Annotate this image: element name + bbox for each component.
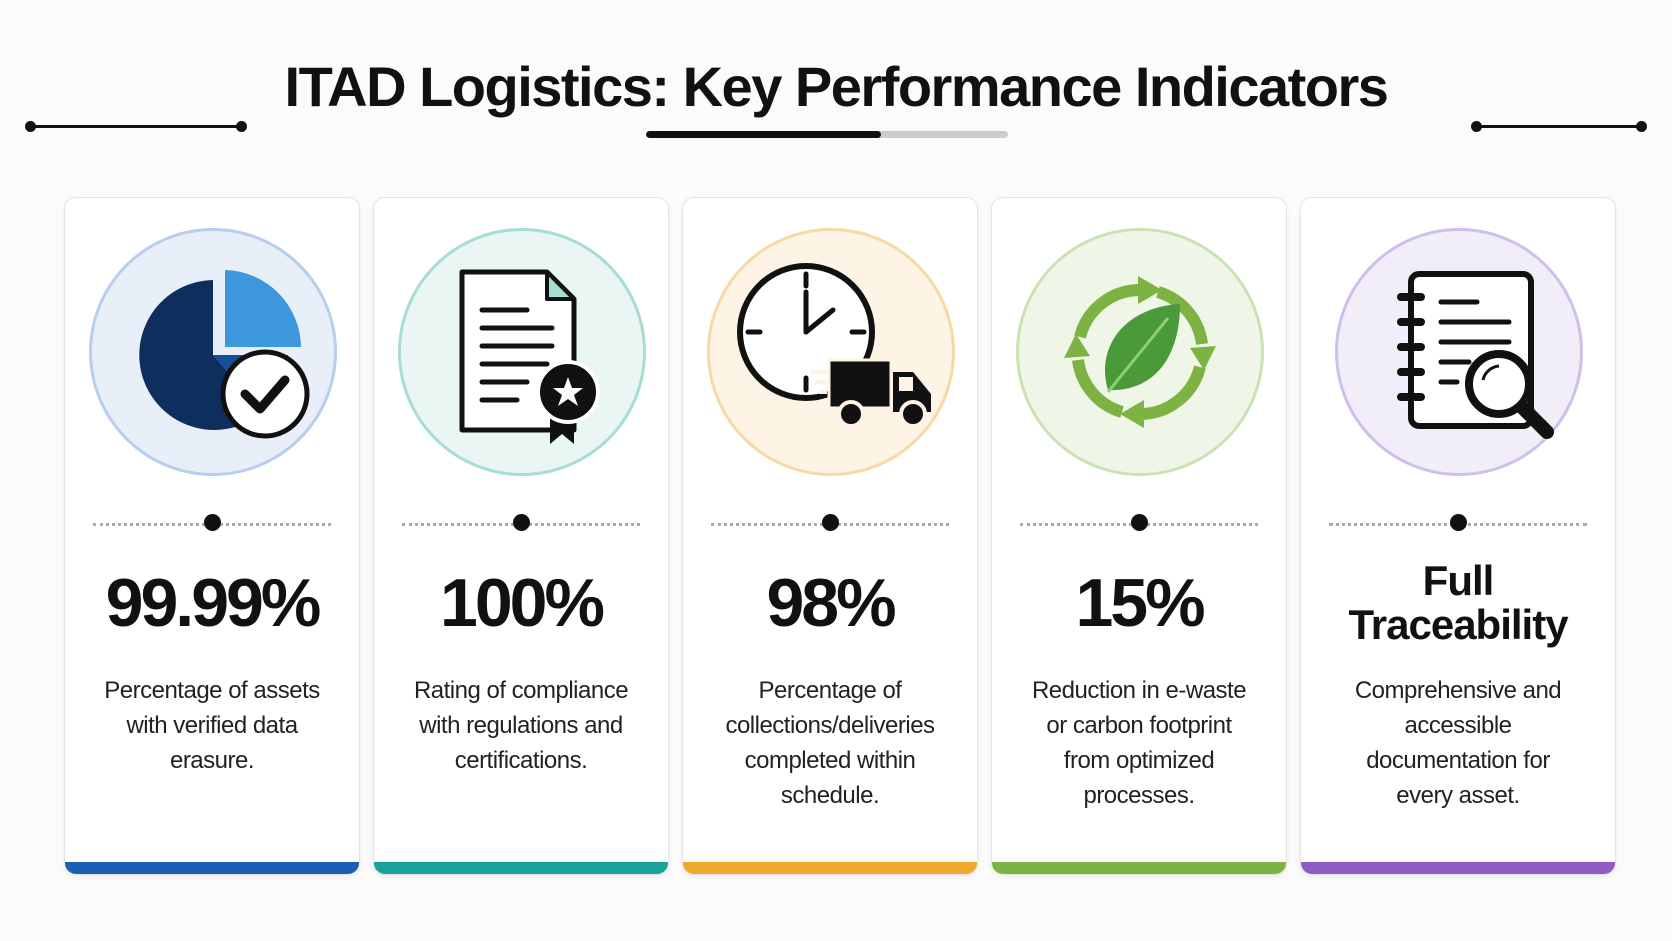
- divider-dot: [204, 514, 221, 531]
- kpi-description: Reduction in e-waste or carbon footprint…: [1031, 677, 1247, 809]
- title: ITAD Logistics: Key Performance Indicato…: [284, 55, 1389, 118]
- divider-dot: [1450, 514, 1467, 531]
- accent-bar: [1301, 862, 1615, 874]
- kpi-cards: 99.99% Percentage of assets with verifie…: [64, 197, 1616, 875]
- kpi-card: 99.99% Percentage of assets with verifie…: [64, 197, 360, 875]
- kpi-value: 99.99%: [105, 565, 322, 641]
- divider-dot: [1131, 514, 1148, 531]
- kpi-description: Percentage of assets with verified data …: [104, 677, 320, 774]
- kpi-card: 98% Percentage of collections/deliveries…: [682, 197, 978, 875]
- kpi-value: Full Traceability: [1348, 557, 1568, 648]
- accent-bar: [992, 862, 1286, 874]
- title-underline: [646, 131, 1008, 138]
- kpi-value: 100%: [440, 565, 605, 641]
- header: ITAD Logistics: Key Performance Indicato…: [0, 40, 1672, 132]
- clock-truck-icon: [737, 263, 931, 428]
- icon-circle: [707, 228, 955, 476]
- accent-bar: [65, 862, 359, 874]
- audit-icon: [1397, 271, 1554, 439]
- leaf-cycle-icon: [1064, 276, 1216, 428]
- divider-dot: [513, 514, 530, 531]
- certificate-icon: [459, 269, 600, 444]
- kpi-card: 15% Reduction in e-waste or carbon footp…: [991, 197, 1287, 875]
- kpi-card: 100% Rating of compliance with regulatio…: [373, 197, 669, 875]
- icon-circle: [1016, 228, 1264, 476]
- kpi-description: Comprehensive and accessible documentati…: [1354, 677, 1562, 809]
- divider-dot: [822, 514, 839, 531]
- kpi-value: 98%: [766, 565, 896, 641]
- title-rule: [25, 121, 247, 132]
- kpi-description: Percentage of collections/deliveries com…: [725, 677, 935, 809]
- pie-icon: [139, 270, 310, 439]
- kpi-card: Full Traceability Comprehensive and acce…: [1300, 197, 1616, 875]
- accent-bar: [374, 862, 668, 874]
- icon-circle: [1335, 228, 1583, 476]
- title-rule: [1471, 121, 1647, 132]
- icon-circle: [89, 228, 337, 476]
- accent-bar: [683, 862, 977, 874]
- kpi-value: 15%: [1075, 565, 1205, 641]
- kpi-description: Rating of compliance with regulations an…: [413, 677, 629, 774]
- icon-circle: [398, 228, 646, 476]
